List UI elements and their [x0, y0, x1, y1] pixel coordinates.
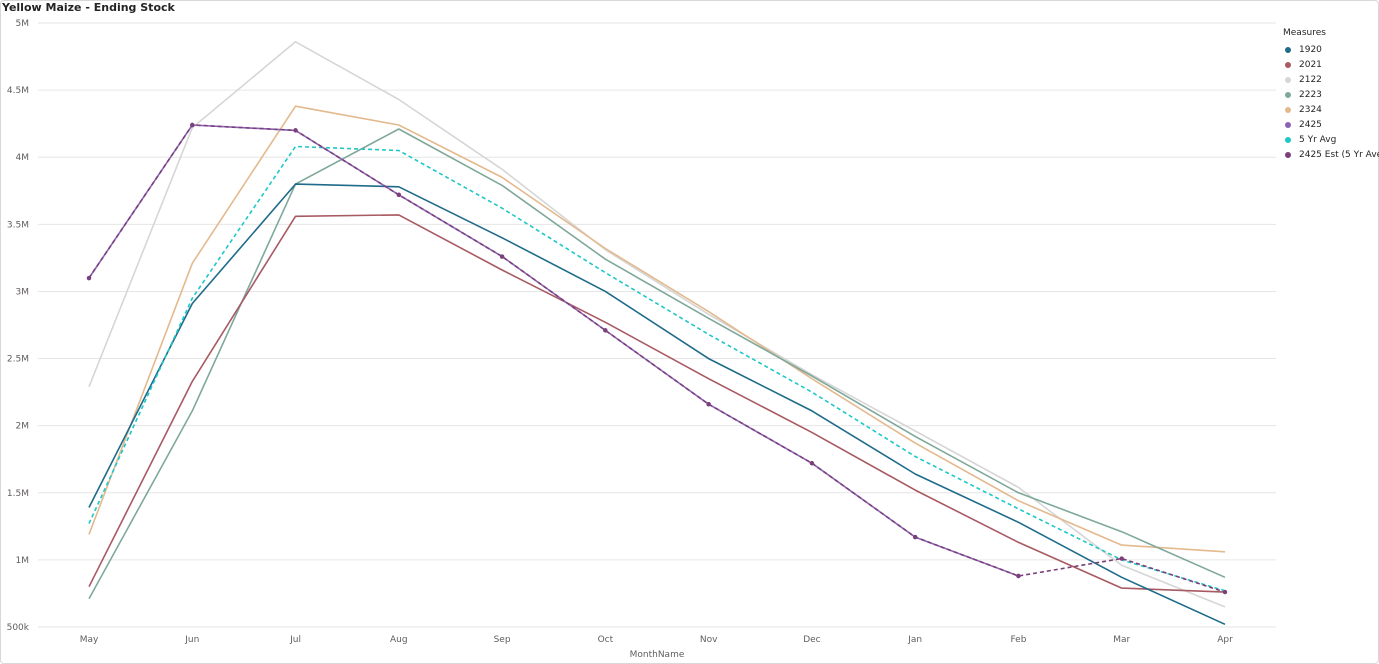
y-tick-label: 2M	[16, 422, 30, 432]
data-point[interactable]	[603, 328, 608, 333]
y-tick-label: 2.5M	[7, 355, 29, 365]
y-tick-label: 4M	[16, 153, 30, 163]
legend-item[interactable]: 2122	[1283, 72, 1379, 87]
legend-swatch-icon	[1285, 91, 1291, 98]
legend-label: 1920	[1299, 44, 1322, 55]
series-line-2021[interactable]	[88, 214, 1226, 593]
data-point[interactable]	[1222, 589, 1228, 595]
x-tick-label: Mar	[1113, 635, 1130, 645]
data-point[interactable]	[190, 122, 195, 128]
series-line-1920[interactable]	[88, 183, 1226, 626]
legend-swatch-icon	[1285, 46, 1291, 53]
x-tick-label: Feb	[1010, 635, 1026, 645]
legend-item[interactable]: 5 Yr Avg	[1283, 132, 1379, 147]
x-tick-label: Nov	[700, 635, 718, 645]
series-line-2223[interactable]	[88, 128, 1226, 600]
y-axis-ticks: 500k 1M 1.5M 2M 2.5M 3M 3.5M 4M 4.5M 5M	[7, 19, 30, 633]
legend-label: 2324	[1299, 104, 1322, 115]
legend-label: 2425 Est (5 Yr Ave)	[1299, 149, 1379, 160]
y-tick-label: 500k	[7, 623, 30, 633]
x-tick-label: Jul	[289, 635, 301, 645]
legend-item[interactable]: 2223	[1283, 87, 1379, 102]
x-tick-label: May	[80, 635, 99, 645]
y-tick-label: 5M	[16, 19, 30, 29]
legend-swatch-icon	[1285, 151, 1291, 158]
legend-item[interactable]: 1920	[1283, 42, 1379, 57]
legend: Measures 1920 2021 2122 2223 2324 2425 5 Yr Av…	[1283, 28, 1379, 162]
series-markers	[86, 122, 1228, 595]
legend-label: 5 Yr Avg	[1299, 134, 1337, 145]
data-point[interactable]	[1016, 573, 1021, 579]
y-tick-label: 3.5M	[7, 220, 29, 230]
data-point[interactable]	[706, 401, 711, 407]
y-tick-label: 3M	[16, 287, 30, 297]
chart-title: Yellow Maize - Ending Stock	[2, 1, 175, 14]
y-tick-label: 1M	[16, 556, 30, 566]
x-tick-label: Dec	[803, 635, 820, 645]
legend-swatch-icon	[1285, 136, 1291, 143]
x-tick-label: Oct	[598, 635, 614, 645]
legend-label: 2223	[1299, 89, 1322, 100]
x-tick-label: Jun	[184, 635, 199, 645]
series-line-5-yr-avg[interactable]	[88, 145, 1226, 592]
data-point[interactable]	[912, 534, 918, 540]
data-point[interactable]	[86, 275, 92, 281]
y-tick-label: 1.5M	[7, 489, 29, 499]
x-axis-ticks: May Jun Jul Aug Sep Oct Nov Dec Jan Feb Mar Apr	[80, 635, 1233, 645]
x-tick-label: Jan	[907, 635, 922, 645]
legend-item[interactable]: 2324	[1283, 102, 1379, 117]
legend-title: Measures	[1283, 28, 1326, 38]
data-point[interactable]	[293, 128, 298, 133]
x-tick-label: Aug	[390, 635, 408, 645]
data-point[interactable]	[809, 461, 815, 466]
data-point[interactable]	[396, 192, 402, 198]
legend-items: 1920 2021 2122 2223 2324 2425 5 Yr Avg 2425 Est…	[1283, 42, 1379, 162]
y-tick-label: 4.5M	[7, 86, 29, 96]
legend-item[interactable]: 2425 Est (5 Yr Ave)	[1283, 147, 1379, 162]
data-point[interactable]	[499, 254, 505, 259]
legend-label: 2425	[1299, 119, 1322, 130]
legend-swatch-icon	[1285, 121, 1291, 128]
legend-item[interactable]: 2425	[1283, 117, 1379, 132]
data-point[interactable]	[1119, 556, 1124, 561]
legend-label: 2122	[1299, 74, 1322, 85]
legend-label: 2021	[1299, 59, 1322, 70]
gridlines	[38, 22, 1276, 628]
legend-swatch-icon	[1285, 61, 1291, 68]
legend-item[interactable]: 2021	[1283, 57, 1379, 72]
series-line-2324[interactable]	[88, 105, 1226, 553]
series-line-2425[interactable]	[88, 124, 1019, 577]
legend-swatch-icon	[1285, 106, 1291, 113]
x-axis-title: MonthName	[630, 650, 685, 660]
legend-swatch-icon	[1285, 76, 1291, 83]
series-line-2425-est-5-yr-ave[interactable]	[88, 124, 1226, 593]
x-tick-label: Sep	[494, 635, 511, 645]
x-tick-label: Apr	[1217, 635, 1233, 645]
series-lines	[88, 40, 1226, 626]
series-line-2122[interactable]	[88, 40, 1226, 608]
